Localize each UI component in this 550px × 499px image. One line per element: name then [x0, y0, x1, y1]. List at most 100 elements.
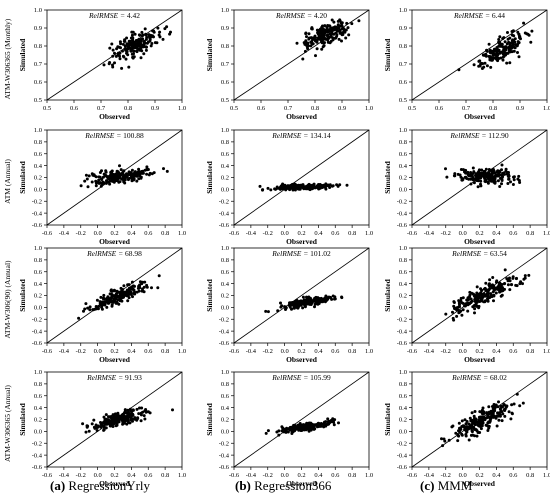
data-point [121, 170, 125, 174]
x-tick-label: 1.0 [543, 230, 550, 237]
data-point [133, 170, 137, 174]
data-point [480, 168, 484, 172]
data-point [104, 426, 108, 430]
data-point [130, 168, 134, 172]
relrmse-annotation: RelRMSE = 68.98 [86, 249, 142, 258]
data-point [465, 298, 469, 302]
data-point [147, 33, 151, 37]
data-point [488, 176, 492, 180]
data-point [131, 412, 135, 416]
data-point [135, 49, 139, 53]
data-point [146, 40, 150, 44]
data-point [145, 172, 149, 176]
data-point [483, 418, 487, 421]
data-point [447, 438, 451, 442]
data-point [313, 34, 317, 38]
data-point [111, 48, 115, 52]
data-point [487, 424, 491, 428]
data-point [102, 181, 106, 185]
data-point [168, 32, 172, 36]
data-point [84, 430, 88, 434]
data-point [485, 173, 489, 177]
data-point [300, 185, 304, 189]
y-tick-label: 0.4 [221, 163, 230, 170]
data-point [507, 46, 511, 49]
one-to-one-line [233, 371, 370, 468]
data-point [501, 37, 505, 41]
data-point [462, 424, 466, 428]
x-tick-label: -0.2 [76, 348, 86, 355]
data-point [500, 182, 503, 186]
data-point [471, 305, 475, 309]
data-point [499, 176, 502, 180]
data-point [103, 174, 107, 178]
data-point [102, 63, 106, 67]
data-point [278, 187, 282, 191]
column-caption-a: (a) RegressionYrly [50, 478, 151, 493]
data-point [318, 37, 322, 41]
data-point [133, 284, 136, 288]
data-point [120, 290, 123, 294]
data-point [127, 65, 131, 69]
data-point [121, 177, 125, 181]
x-tick-label: 0.6 [331, 230, 340, 237]
x-tick-label: 0.2 [297, 472, 305, 479]
relrmse-label: RelRMSE = [88, 11, 127, 20]
x-tick-label: -0.4 [59, 230, 70, 237]
data-point [84, 173, 88, 177]
y-tick-label: 0.8 [399, 257, 407, 264]
data-point [488, 48, 492, 52]
y-axis-title: Simulated [383, 278, 392, 311]
data-point [479, 62, 483, 66]
x-tick-label: -0.2 [263, 230, 273, 237]
data-point [130, 30, 134, 34]
y-tick-label: 0.8 [34, 43, 42, 50]
x-tick-label: 0.6 [331, 472, 340, 479]
data-point [478, 421, 482, 425]
data-point [116, 414, 120, 418]
x-tick-label: 0.0 [281, 348, 289, 355]
data-point [135, 179, 139, 183]
y-tick-label: 0.5 [221, 97, 229, 104]
y-tick-label: 0.8 [34, 139, 42, 146]
data-point [266, 310, 270, 314]
one-to-one-line [233, 247, 370, 344]
data-point [102, 297, 106, 301]
data-point [315, 47, 319, 51]
data-point [106, 177, 110, 180]
y-tick-label: 0.6 [399, 79, 408, 86]
data-point [143, 417, 147, 421]
data-point [521, 282, 524, 286]
data-point [125, 422, 129, 426]
data-point [335, 34, 339, 38]
y-tick-label: 0.8 [221, 43, 229, 50]
data-point [337, 421, 340, 425]
x-tick-label: -0.2 [441, 348, 451, 355]
data-point [276, 186, 280, 190]
data-point [96, 307, 100, 311]
data-point [313, 299, 317, 303]
y-tick-label: -0.6 [219, 340, 230, 347]
x-tick-label: 0.9 [338, 105, 346, 112]
data-point [109, 300, 113, 304]
y-tick-label: 1.0 [221, 369, 229, 376]
data-point [494, 49, 498, 52]
data-point [500, 293, 504, 297]
data-point [124, 175, 128, 179]
data-point [506, 31, 509, 34]
data-point [506, 283, 510, 287]
data-point [478, 174, 482, 178]
data-point [475, 420, 479, 424]
scatter-panel-3-2: -0.6 -0.4 -0.2 0.0 0.2 0.4 0.6 0.8 1.0 -0.6 -0.4 -0… [205, 245, 373, 364]
data-point [140, 30, 144, 34]
data-point [307, 36, 311, 40]
y-tick-label: 0.2 [34, 417, 42, 424]
x-tick-label: -0.6 [42, 348, 53, 355]
data-point [79, 184, 83, 188]
data-point [337, 37, 341, 41]
data-point [171, 408, 174, 412]
data-point [96, 180, 100, 184]
data-point [119, 42, 123, 46]
one-to-one-line [46, 9, 183, 101]
y-tick-label: -0.2 [32, 198, 42, 205]
